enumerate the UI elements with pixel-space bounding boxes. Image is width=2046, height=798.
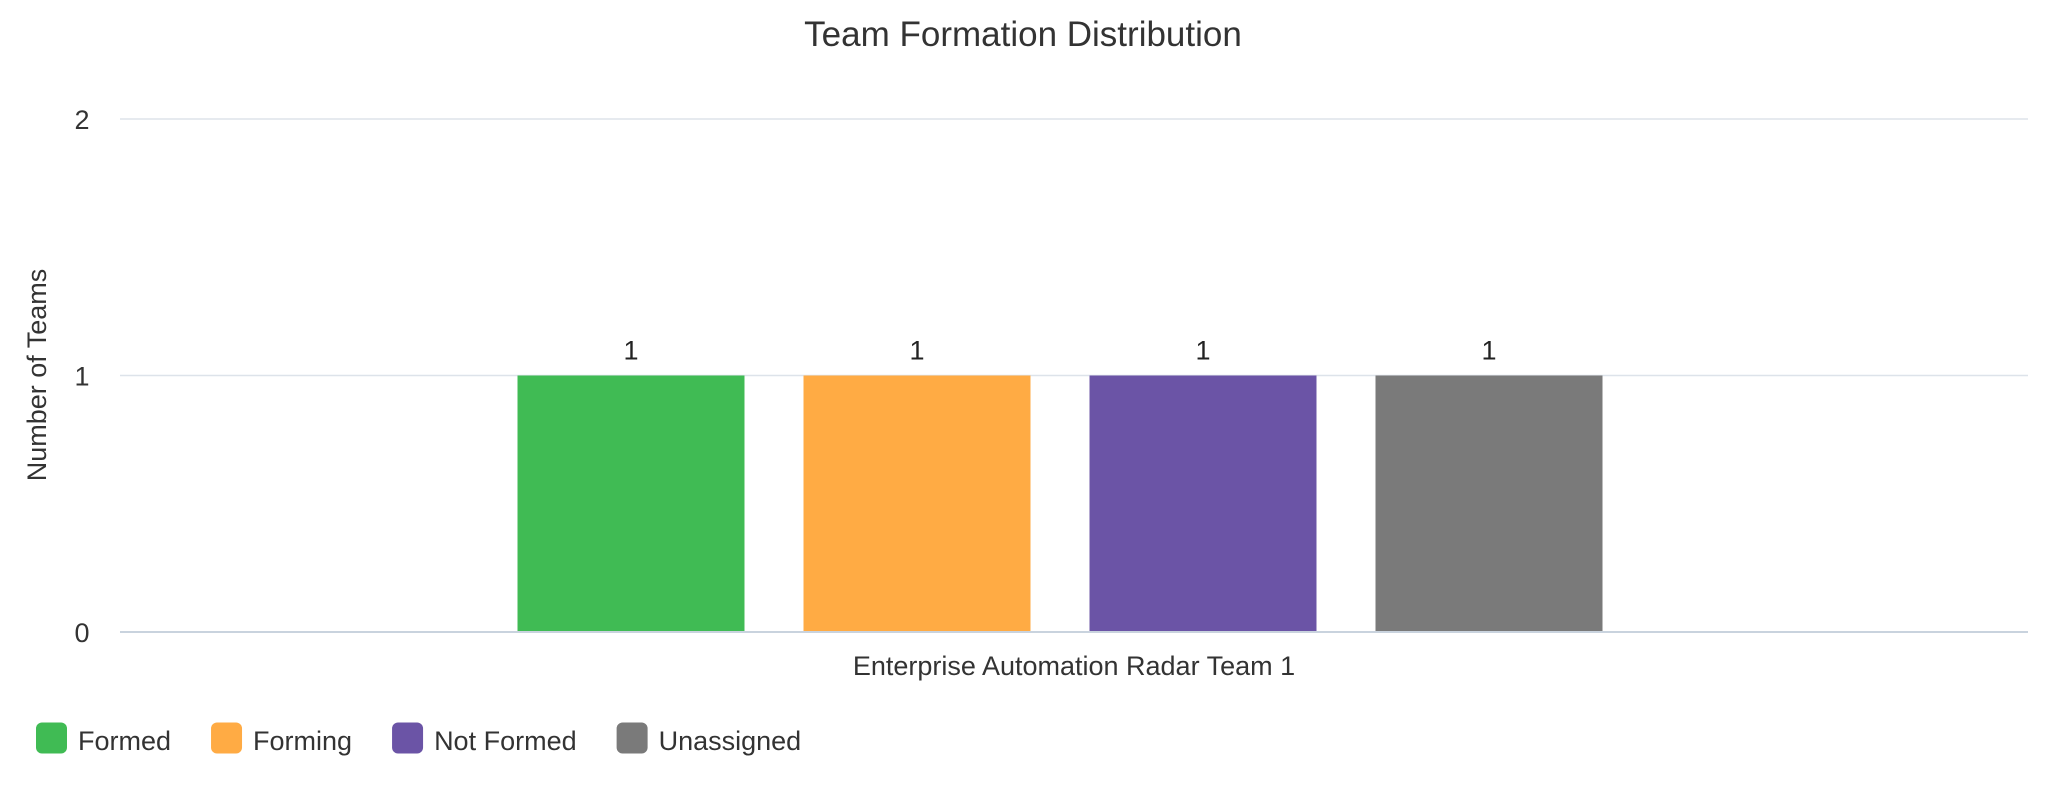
y-tick-label: 2 (74, 105, 89, 135)
y-tick-label: 1 (74, 362, 89, 392)
data-label: 1 (1481, 336, 1496, 366)
legend-label: Forming (253, 726, 352, 756)
legend-swatch (36, 722, 67, 754)
y-tick-label: 0 (74, 618, 89, 648)
legend-swatch (616, 722, 648, 754)
legend-item: Forming (211, 722, 352, 756)
legend: Formed Forming Not Formed Unassigned (36, 722, 802, 756)
bar-not-formed (1089, 375, 1317, 632)
data-label: 1 (909, 336, 924, 366)
chart-title: Team Formation Distribution (804, 15, 1242, 54)
data-labels: 1 1 1 1 (623, 336, 1496, 366)
grid-lines (120, 118, 2028, 377)
legend-item: Unassigned (616, 722, 802, 756)
data-label: 1 (623, 336, 638, 366)
legend-item: Not Formed (392, 722, 577, 756)
legend-item: Formed (36, 722, 171, 756)
legend-label: Not Formed (434, 726, 577, 756)
legend-swatch (211, 722, 243, 754)
x-category-label: Enterprise Automation Radar Team 1 (853, 651, 1295, 681)
y-axis-label: Number of Teams (22, 269, 52, 482)
bar-formed (517, 375, 745, 632)
bar-unassigned (1375, 375, 1603, 632)
data-label: 1 (1195, 336, 1210, 366)
bars (517, 375, 1603, 632)
y-axis-ticks: 0 1 2 (74, 105, 89, 648)
legend-label: Formed (78, 726, 171, 756)
bar-forming (803, 375, 1031, 632)
x-axis-categories: Enterprise Automation Radar Team 1 (853, 651, 1295, 681)
legend-label: Unassigned (659, 726, 802, 756)
legend-swatch (392, 722, 424, 754)
